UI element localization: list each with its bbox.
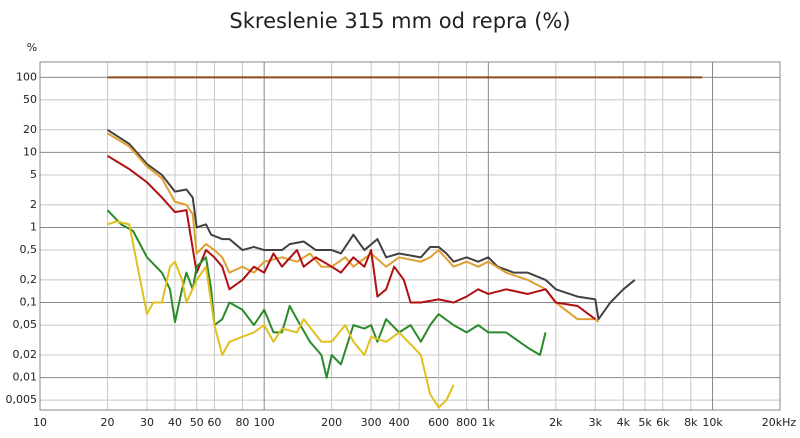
x-tick-label: 2k: [549, 416, 563, 429]
x-tick-label: 30: [140, 416, 154, 429]
x-tick-label: 200: [321, 416, 342, 429]
y-tick-label: 0,005: [6, 393, 38, 406]
y-tick-label: 5: [30, 168, 37, 181]
x-tick-label: 300: [361, 416, 382, 429]
series-line: [107, 220, 455, 409]
x-tick-label: 4k: [617, 416, 631, 429]
x-tick-label: 10k: [702, 416, 723, 429]
y-tick-label: 100: [16, 70, 37, 83]
y-tick-label: 0,5: [20, 243, 38, 256]
x-tick-label: 600: [428, 416, 449, 429]
series-line: [106, 154, 596, 320]
y-tick-label: 0,02: [13, 348, 38, 361]
series-line: [106, 128, 636, 321]
series-line: [106, 209, 547, 379]
x-tick-label: 400: [389, 416, 410, 429]
y-tick-label: 1: [30, 220, 37, 233]
x-tick-label: 10: [33, 416, 47, 429]
x-tick-label: 6k: [656, 416, 670, 429]
chart-title: Skreslenie 315 mm od repra (%): [229, 9, 570, 33]
y-tick-label: 20: [23, 123, 37, 136]
x-tick-label: 8k: [684, 416, 698, 429]
x-tick-label: 100: [254, 416, 275, 429]
x-tick-label: 3k: [589, 416, 603, 429]
y-tick-label: 0,2: [20, 273, 38, 286]
y-axis-label: %: [27, 41, 37, 54]
x-tick-label: 20kHz: [762, 416, 797, 429]
y-tick-label: 10: [23, 145, 37, 158]
x-tick-label: 50: [190, 416, 204, 429]
plot-frame: [39, 61, 781, 411]
x-tick-label: 60: [207, 416, 221, 429]
x-tick-label: 80: [235, 416, 249, 429]
y-tick-label: 0,01: [13, 371, 38, 384]
x-tick-label: 1k: [482, 416, 496, 429]
x-tick-label: 800: [456, 416, 477, 429]
plot-area: [106, 76, 703, 409]
x-tick-label: 5k: [638, 416, 652, 429]
x-tick-label: 40: [168, 416, 182, 429]
y-tick-label: 2: [30, 198, 37, 211]
x-tick-label: 20: [100, 416, 114, 429]
y-tick-label: 0,1: [20, 296, 38, 309]
y-tick-label: 0,05: [13, 318, 38, 331]
y-tick-label: 50: [23, 93, 37, 106]
